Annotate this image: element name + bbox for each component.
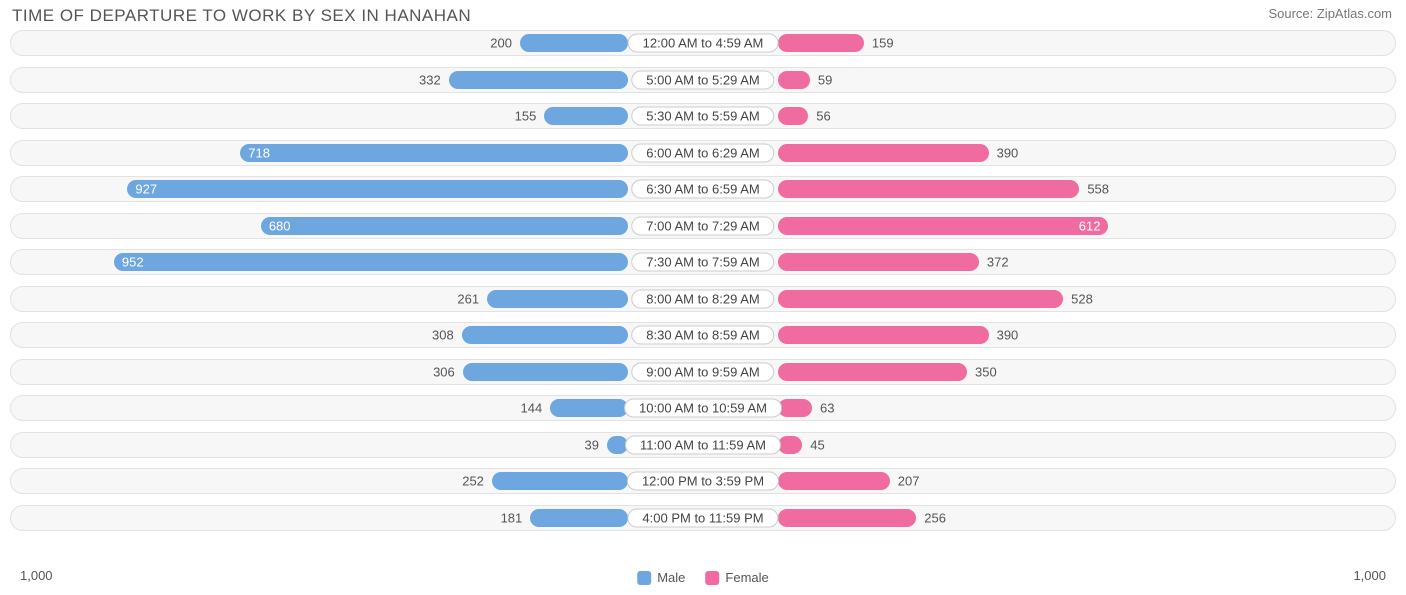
value-male: 308 (432, 328, 454, 343)
chart-area: 200 159 12:00 AM to 4:59 AM 332 59 5:00 AM to… (10, 30, 1396, 565)
row-label: 5:00 AM to 5:29 AM (631, 70, 774, 89)
bar-male: 927 (127, 180, 628, 198)
chart-row: 200 159 12:00 AM to 4:59 AM (10, 30, 1396, 56)
row-label: 12:00 AM to 4:59 AM (628, 34, 779, 53)
chart-row: 39 45 11:00 AM to 11:59 AM (10, 432, 1396, 458)
value-male: 144 (521, 401, 543, 416)
value-female: 45 (810, 437, 824, 452)
value-female: 558 (1087, 182, 1109, 197)
value-male: 181 (501, 510, 523, 525)
row-label: 10:00 AM to 10:59 AM (624, 399, 782, 418)
value-female: 390 (997, 328, 1019, 343)
value-female: 350 (975, 364, 997, 379)
value-male: 306 (433, 364, 455, 379)
value-female: 159 (872, 36, 894, 51)
chart-row: 252 207 12:00 PM to 3:59 PM (10, 468, 1396, 494)
bar-female (778, 326, 989, 344)
value-female: 372 (987, 255, 1009, 270)
chart-row: 952 372 7:30 AM to 7:59 AM (10, 249, 1396, 275)
bar-male (487, 290, 628, 308)
value-female: 528 (1071, 291, 1093, 306)
row-label: 5:30 AM to 5:59 AM (631, 107, 774, 126)
bar-male (520, 34, 628, 52)
chart-container: TIME OF DEPARTURE TO WORK BY SEX IN HANA… (0, 0, 1406, 595)
legend-item-male: Male (637, 570, 685, 585)
axis-label-left: 1,000 (20, 568, 53, 583)
legend-label-male: Male (657, 570, 685, 585)
value-female: 390 (997, 145, 1019, 160)
swatch-female (705, 571, 719, 585)
chart-row: 261 528 8:00 AM to 8:29 AM (10, 286, 1396, 312)
row-label: 8:30 AM to 8:59 AM (631, 326, 774, 345)
bar-female (778, 107, 808, 125)
bar-female (778, 144, 989, 162)
value-female: 256 (924, 510, 946, 525)
chart-source: Source: ZipAtlas.com (1268, 6, 1392, 21)
bar-male (492, 472, 628, 490)
row-label: 7:30 AM to 7:59 AM (631, 253, 774, 272)
bar-female (778, 253, 979, 271)
value-male: 200 (490, 36, 512, 51)
bar-male: 718 (240, 144, 628, 162)
row-label: 11:00 AM to 11:59 AM (625, 435, 781, 454)
row-label: 7:00 AM to 7:29 AM (631, 216, 774, 235)
bar-male (544, 107, 628, 125)
row-label: 4:00 PM to 11:59 PM (627, 508, 778, 527)
value-female: 56 (816, 109, 830, 124)
chart-row: 155 56 5:30 AM to 5:59 AM (10, 103, 1396, 129)
value-female: 63 (820, 401, 834, 416)
row-label: 8:00 AM to 8:29 AM (631, 289, 774, 308)
row-label: 6:00 AM to 6:29 AM (631, 143, 774, 162)
bar-male (463, 363, 628, 381)
value-male: 718 (248, 145, 270, 160)
legend-item-female: Female (705, 570, 768, 585)
bar-female (778, 399, 812, 417)
chart-row: 332 59 5:00 AM to 5:29 AM (10, 67, 1396, 93)
value-male: 155 (515, 109, 537, 124)
chart-row: 181 256 4:00 PM to 11:59 PM (10, 505, 1396, 531)
bar-female (778, 290, 1063, 308)
value-male: 952 (122, 255, 144, 270)
bar-female (778, 363, 967, 381)
chart-row: 144 63 10:00 AM to 10:59 AM (10, 395, 1396, 421)
value-male: 252 (462, 474, 484, 489)
bar-female (778, 71, 810, 89)
bar-female (778, 180, 1079, 198)
bar-female (778, 509, 916, 527)
value-female: 612 (1079, 218, 1101, 233)
chart-row: 308 390 8:30 AM to 8:59 AM (10, 322, 1396, 348)
value-female: 207 (898, 474, 920, 489)
bar-female (778, 34, 864, 52)
value-male: 927 (135, 182, 157, 197)
axis-label-right: 1,000 (1353, 568, 1386, 583)
chart-row: 927 558 6:30 AM to 6:59 AM (10, 176, 1396, 202)
swatch-male (637, 571, 651, 585)
bar-male (550, 399, 628, 417)
bar-male: 680 (261, 217, 628, 235)
bar-male (530, 509, 628, 527)
chart-title: TIME OF DEPARTURE TO WORK BY SEX IN HANA… (12, 6, 471, 26)
row-label: 6:30 AM to 6:59 AM (631, 180, 774, 199)
chart-row: 718 390 6:00 AM to 6:29 AM (10, 140, 1396, 166)
value-male: 261 (457, 291, 479, 306)
chart-row: 680 612 7:00 AM to 7:29 AM (10, 213, 1396, 239)
value-female: 59 (818, 72, 832, 87)
bar-female (778, 472, 890, 490)
bar-female: 612 (778, 217, 1108, 235)
value-male: 39 (584, 437, 598, 452)
value-male: 332 (419, 72, 441, 87)
legend-label-female: Female (725, 570, 768, 585)
row-label: 12:00 PM to 3:59 PM (627, 472, 779, 491)
chart-row: 306 350 9:00 AM to 9:59 AM (10, 359, 1396, 385)
value-male: 680 (269, 218, 291, 233)
bar-male (462, 326, 628, 344)
bar-female (778, 436, 802, 454)
bar-male (449, 71, 628, 89)
legend: Male Female (637, 570, 769, 585)
row-label: 9:00 AM to 9:59 AM (631, 362, 774, 381)
bar-male: 952 (114, 253, 628, 271)
